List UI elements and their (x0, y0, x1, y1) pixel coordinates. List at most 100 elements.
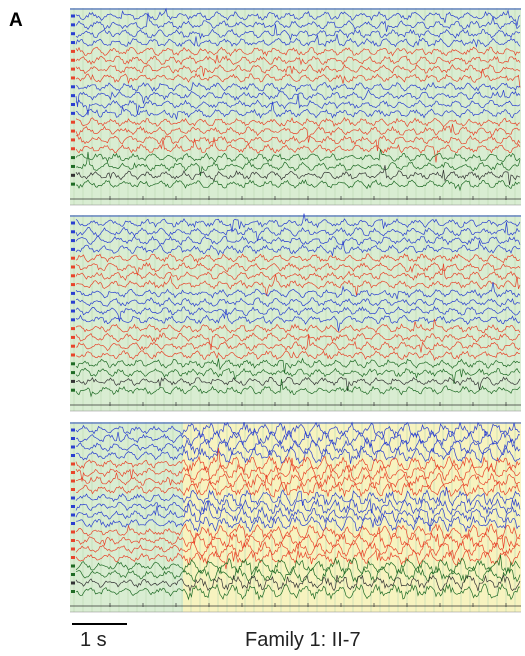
eeg-trace (75, 457, 521, 482)
eeg-trace (75, 472, 520, 490)
eeg-trace (75, 54, 521, 66)
eeg-trace (75, 281, 521, 300)
channel-tag (71, 32, 75, 36)
channel-tag (71, 49, 75, 53)
panel-bg (70, 8, 521, 205)
channel-tag (71, 362, 75, 366)
eeg-trace (75, 515, 521, 533)
channel-tag (71, 564, 75, 568)
channel-tag (71, 530, 75, 534)
channel-tag (71, 182, 75, 186)
channel-tag (71, 344, 75, 348)
channel-tag (71, 379, 75, 383)
channel-tag (71, 547, 75, 551)
channel-tag (71, 58, 75, 62)
channel-tag (71, 265, 75, 269)
channel-tag (71, 522, 75, 525)
eeg-trace (75, 526, 521, 549)
eeg-trace (75, 446, 521, 465)
eeg-trace (75, 116, 521, 128)
eeg-trace (75, 438, 521, 459)
channel-tag (71, 103, 75, 106)
channel-tag (71, 247, 75, 251)
channel-tag (71, 239, 75, 243)
channel-tag (71, 138, 75, 142)
channel-tag (71, 14, 75, 18)
channel-tag (71, 371, 75, 375)
eeg-trace (75, 179, 521, 192)
eeg-trace (75, 7, 521, 26)
channel-tag (71, 41, 75, 45)
eeg-panels (70, 7, 521, 613)
eeg-trace (75, 24, 521, 42)
channel-tag (71, 573, 75, 576)
channel-tag (71, 388, 75, 392)
eeg-trace (75, 540, 521, 560)
channel-tag (71, 85, 75, 89)
channel-tag (71, 309, 75, 313)
eeg-trace (75, 548, 521, 570)
eeg-trace (75, 222, 521, 242)
eeg-trace (75, 309, 521, 332)
eeg-trace (75, 253, 521, 264)
eeg-trace (75, 135, 521, 152)
channel-tag (71, 156, 75, 160)
channel-tag (71, 173, 75, 177)
eeg-trace (75, 274, 521, 296)
eeg-trace (75, 357, 521, 374)
channel-tag (71, 256, 75, 260)
eeg-trace (75, 447, 521, 474)
eeg-trace (75, 376, 521, 392)
channel-tag (71, 428, 75, 432)
channel-tag (71, 300, 75, 304)
channel-tag (71, 283, 75, 287)
eeg-trace (75, 12, 521, 32)
channel-tag (71, 471, 75, 474)
eeg-trace (75, 500, 521, 532)
eeg-trace (75, 297, 521, 308)
eeg-trace (75, 81, 521, 92)
eeg-trace (75, 235, 521, 246)
eeg-trace (75, 574, 521, 593)
eeg-trace (75, 46, 521, 57)
eeg-trace (75, 149, 521, 163)
channel-tag (71, 505, 75, 508)
eeg-trace (75, 332, 521, 351)
channel-tag (71, 111, 75, 115)
channel-tag (71, 488, 75, 491)
eeg-trace (75, 261, 521, 277)
scale-bar-label: 1 s (80, 629, 107, 651)
eeg-trace (75, 318, 521, 334)
channel-tag (71, 221, 75, 225)
channel-tag (71, 454, 75, 457)
channel-tag (71, 23, 75, 27)
eeg-trace (75, 554, 521, 576)
eeg-trace (75, 124, 521, 143)
eeg-trace (75, 582, 521, 601)
channel-tag (71, 462, 75, 466)
channel-tag (71, 437, 75, 440)
eeg-trace (75, 94, 521, 116)
channel-tag (71, 445, 75, 449)
eeg-trace (75, 379, 521, 398)
eeg-trace (75, 101, 521, 120)
channel-tag (71, 539, 75, 542)
channel-tag (71, 353, 75, 357)
eeg-trace (75, 523, 521, 544)
channel-tag (71, 129, 75, 133)
channel-tag (71, 496, 75, 500)
channel-tag (71, 335, 75, 339)
panel-label: A (9, 10, 23, 31)
eeg-trace (75, 64, 521, 77)
channel-tag (71, 230, 75, 234)
eeg-trace (75, 34, 521, 48)
channel-tag (71, 291, 75, 295)
channel-tag (71, 556, 75, 559)
channel-tag (71, 590, 75, 593)
eeg-trace (75, 137, 521, 163)
eeg-trace (75, 305, 521, 322)
channel-tag (71, 147, 75, 151)
channel-tag (71, 94, 75, 98)
eeg-trace (75, 334, 521, 353)
